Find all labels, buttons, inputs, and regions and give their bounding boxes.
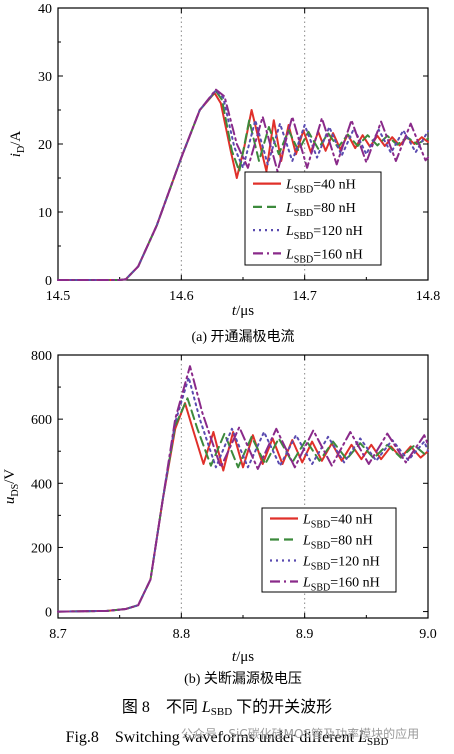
legend-label: LSBD=120 nH (285, 224, 363, 242)
legend-value: =160 nH (330, 576, 380, 591)
y-axis-subscript: DS (10, 484, 21, 497)
legend-value: =80 nH (330, 534, 373, 549)
legend-label: LSBD=160 nH (302, 576, 380, 594)
legend-symbol: L (302, 534, 311, 549)
y-tick-label: 40 (38, 2, 52, 17)
caption-cn: 图 8 不同 LSBD 下的开关波形 (122, 698, 332, 718)
y-tick-label: 800 (31, 349, 52, 364)
chart-b: 8.7 8.8 8.9 9.0 0 200 400 600 800 t/μs uDS/V (b) 关断… (2, 349, 437, 687)
legend-value: =120 nH (313, 224, 363, 239)
y-tick-label: 400 (31, 477, 52, 492)
legend-subscript: SBD (311, 541, 330, 552)
legend-label: LSBD=80 nH (285, 201, 356, 219)
series-line-3 (57, 88, 429, 281)
series-line-1 (57, 397, 429, 613)
legend-value: =160 nH (313, 247, 363, 262)
caption-en: Fig.8 Switching waveforms under differen… (66, 729, 389, 748)
subcaption: (a) 开通漏极电流 (191, 329, 294, 345)
y-axis-subscript: D (16, 146, 27, 153)
subcaption: (b) 关断漏源极电压 (184, 671, 302, 687)
y-tick-label: 10 (38, 206, 52, 221)
legend-label: LSBD=40 nH (302, 513, 373, 531)
y-axis-unit: /A (8, 131, 24, 146)
y-axis-label: iD/A (8, 131, 27, 158)
legend-label: LSBD=120 nH (302, 555, 380, 573)
y-axis-symbol: u (2, 497, 18, 505)
legend-box (261, 507, 397, 593)
legend-subscript: SBD (311, 583, 330, 594)
legend-value: =80 nH (313, 201, 356, 216)
legend-label: LSBD=40 nH (285, 178, 356, 196)
x-axis-label: t/μs (232, 649, 254, 665)
x-tick-label: 8.7 (49, 627, 67, 642)
y-tick-label: 0 (45, 274, 52, 289)
legend-value: =40 nH (330, 513, 373, 528)
legend-subscript: SBD (294, 185, 313, 196)
legend-symbol: L (285, 224, 294, 239)
y-tick-label: 20 (38, 138, 52, 153)
legend-subscript: SBD (294, 208, 313, 219)
legend-box (244, 171, 382, 266)
legend-label: LSBD=80 nH (302, 534, 373, 552)
x-tick-label: 8.8 (173, 627, 191, 642)
y-axis-unit: /V (2, 469, 18, 484)
x-tick-label: 14.8 (416, 289, 441, 304)
y-axis-symbol: i (8, 153, 24, 157)
legend-subscript: SBD (294, 254, 313, 265)
legend-symbol: L (285, 201, 294, 216)
legend-symbol: L (302, 576, 311, 591)
legend-subscript: SBD (294, 231, 313, 242)
x-tick-label: 9.0 (419, 627, 437, 642)
y-tick-label: 600 (31, 413, 52, 428)
y-axis-label: uDS/V (2, 469, 21, 504)
y-tick-label: 200 (31, 541, 52, 556)
legend-symbol: L (302, 513, 311, 528)
series-line-3 (57, 365, 429, 613)
chart-a: 14.5 14.6 14.7 14.8 0 10 20 30 40 t/μs iD/A (a) 开通漏… (8, 2, 440, 345)
legend-symbol: L (285, 247, 294, 262)
watermark: 公众号 · SiC碳化硅MOS管及功率模块的应用 (181, 726, 419, 741)
legend-subscript: SBD (311, 562, 330, 573)
legend-subscript: SBD (311, 520, 330, 531)
legend-value: =120 nH (330, 555, 380, 570)
legend-label: LSBD=160 nH (285, 247, 363, 265)
x-tick-label: 8.9 (296, 627, 314, 642)
x-tick-label: 14.7 (292, 289, 317, 304)
x-axis-unit: /μs (236, 649, 254, 665)
x-axis-label: t/μs (232, 303, 254, 319)
legend-value: =40 nH (313, 178, 356, 193)
x-axis-unit: /μs (236, 303, 254, 319)
legend-symbol: L (285, 178, 294, 193)
x-tick-label: 14.5 (46, 289, 71, 304)
legend-symbol: L (302, 555, 311, 570)
x-tick-label: 14.6 (169, 289, 194, 304)
y-tick-label: 30 (38, 70, 52, 85)
y-tick-label: 0 (45, 606, 52, 621)
